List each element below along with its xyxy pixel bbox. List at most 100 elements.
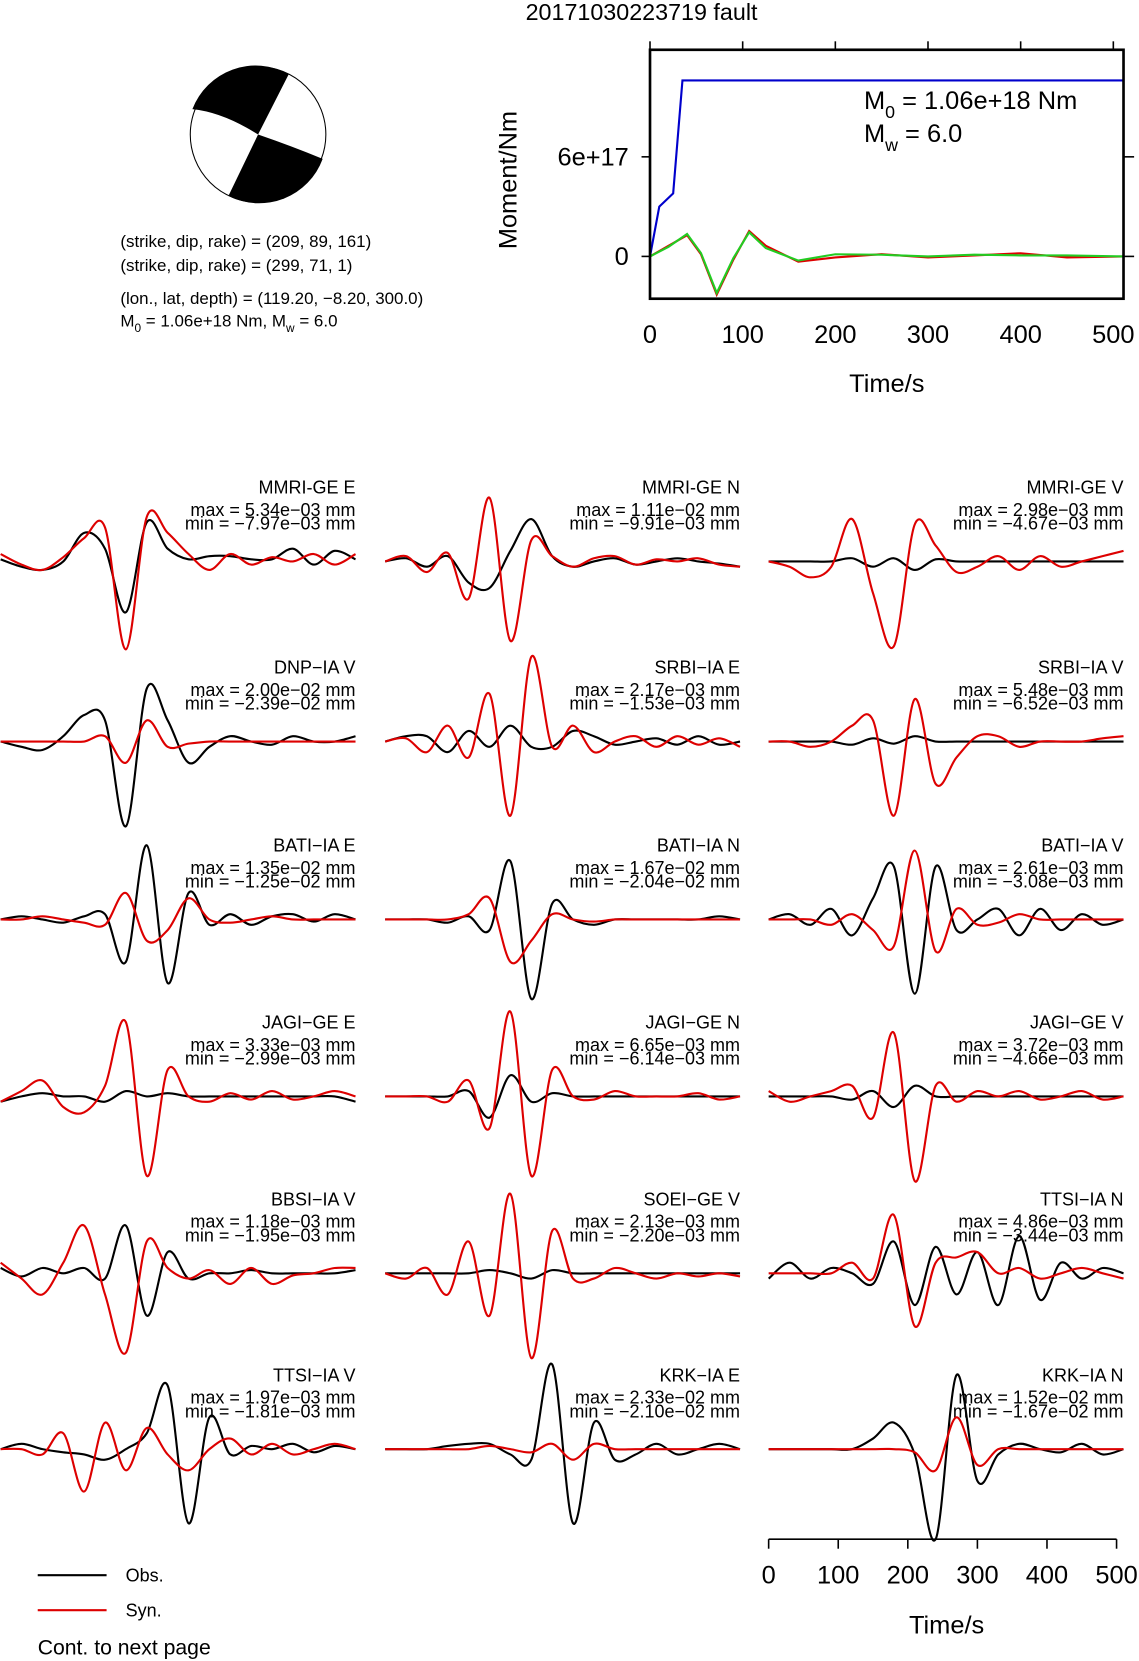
synthetic-trace — [384, 496, 741, 642]
x-tick-label: 100 — [817, 1562, 859, 1590]
station-label: BBSI−IA V — [271, 1189, 356, 1209]
synthetic-trace — [768, 1031, 1124, 1183]
x-axis-label: Time/s — [849, 370, 924, 398]
source-line: (strike, dip, rake) = (299, 71, 1) — [120, 256, 352, 275]
max-label: max = 2.61e−03 mm — [958, 858, 1123, 878]
station-label: TTSI−IA V — [273, 1365, 356, 1385]
min-label: min = −9.91e−03 mm — [569, 514, 740, 534]
synthetic-trace — [385, 1010, 741, 1178]
synthetic-trace — [385, 1442, 741, 1461]
max-label: max = 1.97e−03 mm — [190, 1388, 355, 1408]
max-label: max = 2.00e−02 mm — [190, 680, 355, 700]
observed-trace — [767, 1235, 1124, 1307]
max-label: max = 2.13e−03 mm — [575, 1212, 740, 1232]
station-label: MMRI-GE V — [1027, 478, 1124, 498]
max-label: max = 1.52e−02 mm — [958, 1388, 1123, 1408]
min-label: min = −2.39e−02 mm — [185, 694, 356, 714]
min-label: min = −6.52e−03 mm — [953, 694, 1124, 714]
max-label: max = 2.98e−03 mm — [958, 500, 1123, 520]
max-label: max = 4.86e−03 mm — [958, 1212, 1123, 1232]
plot-frame — [648, 48, 1125, 301]
station-label: MMRI-GE E — [259, 478, 356, 498]
min-label: min = −7.97e−03 mm — [185, 514, 356, 534]
observed-trace — [0, 844, 356, 985]
observed-trace — [768, 735, 1124, 746]
station-label: MMRI-GE N — [642, 478, 740, 498]
min-label: min = −1.67e−02 mm — [953, 1401, 1124, 1421]
synthetic-trace — [768, 1213, 1124, 1328]
x-tick-label: 400 — [999, 321, 1041, 349]
synthetic-trace — [0, 1224, 356, 1355]
min-label: min = −1.95e−03 mm — [185, 1226, 356, 1246]
legend-label: Obs. — [126, 1566, 164, 1586]
synthetic-trace — [0, 1421, 356, 1493]
moment-curve — [649, 230, 1124, 296]
text-segment: w — [285, 321, 295, 335]
observed-trace — [0, 1089, 356, 1103]
y-axis-label: Moment/Nm — [495, 111, 523, 249]
text-segment: = 1.06e+18 Nm, M — [141, 311, 286, 330]
max-label: max = 1.18e−03 mm — [190, 1212, 355, 1232]
annotation: M0 = 1.06e+18 Nm — [864, 87, 1077, 122]
max-label: max = 5.34e−03 mm — [190, 500, 355, 520]
min-label: min = −1.53e−03 mm — [569, 694, 740, 714]
text-segment: w — [884, 135, 898, 155]
station-label: BATI−IA E — [273, 836, 355, 856]
synthetic-trace — [768, 849, 1124, 954]
observed-trace — [385, 1074, 741, 1119]
moment-curve — [648, 79, 1124, 257]
synthetic-trace — [385, 895, 741, 965]
figure-title: 20171030223719 fault — [526, 0, 758, 25]
x-tick-label: 300 — [907, 321, 949, 349]
legend-label: Syn. — [126, 1601, 162, 1621]
synthetic-trace — [0, 719, 356, 764]
min-label: min = −3.08e−03 mm — [953, 872, 1124, 892]
x-axis-label: Time/s — [909, 1611, 984, 1639]
station-label: SRBI−IA V — [1038, 658, 1124, 678]
beachball — [189, 65, 327, 204]
max-label: max = 2.33e−02 mm — [575, 1388, 740, 1408]
observed-trace — [0, 1381, 356, 1525]
text-segment: 0 — [885, 102, 895, 122]
note: Cont. to next page — [38, 1637, 211, 1660]
beachball-quadrant — [228, 134, 323, 204]
annotation: Mw = 6.0 — [864, 120, 962, 155]
min-label: min = −1.81e−03 mm — [185, 1401, 356, 1421]
x-tick-label: 500 — [1092, 321, 1134, 349]
observed-trace — [384, 518, 741, 592]
max-label: max = 2.17e−03 mm — [575, 680, 740, 700]
x-tick-label: 200 — [887, 1562, 929, 1590]
min-label: min = −2.20e−03 mm — [569, 1226, 740, 1246]
station-label: KRK−IA E — [660, 1365, 741, 1385]
synthetic-trace — [768, 1416, 1124, 1473]
beachball-quadrant — [192, 65, 289, 135]
observed-trace — [0, 682, 356, 828]
min-label: min = −2.99e−03 mm — [185, 1049, 356, 1069]
station-label: BATI−IA N — [657, 836, 740, 856]
max-label: max = 6.65e−03 mm — [575, 1035, 740, 1055]
observed-trace — [0, 1224, 356, 1317]
text-segment: M — [120, 311, 134, 330]
x-tick-label: 100 — [721, 321, 763, 349]
min-label: min = −3.44e−03 mm — [953, 1226, 1124, 1246]
observed-trace — [768, 861, 1124, 995]
station-label: SRBI−IA E — [655, 658, 741, 678]
station-label: TTSI−IA N — [1040, 1189, 1124, 1209]
station-label: SOEI−GE V — [644, 1189, 741, 1209]
x-tick-label: 400 — [1026, 1562, 1068, 1590]
station-label: DNP−IA V — [274, 658, 356, 678]
synthetic-trace — [0, 891, 356, 944]
max-label: max = 3.33e−03 mm — [190, 1035, 355, 1055]
synthetic-trace — [768, 698, 1124, 817]
source-line: (strike, dip, rake) = (209, 89, 161) — [120, 232, 371, 251]
min-label: min = −2.04e−02 mm — [569, 872, 740, 892]
min-label: min = −4.66e−03 mm — [953, 1049, 1124, 1069]
observed-trace — [0, 519, 356, 614]
synthetic-trace — [0, 509, 357, 651]
text-segment: M — [864, 120, 885, 148]
synthetic-trace — [384, 1192, 741, 1360]
x-tick-label: 200 — [814, 321, 856, 349]
station-label: KRK−IA N — [1042, 1365, 1124, 1385]
